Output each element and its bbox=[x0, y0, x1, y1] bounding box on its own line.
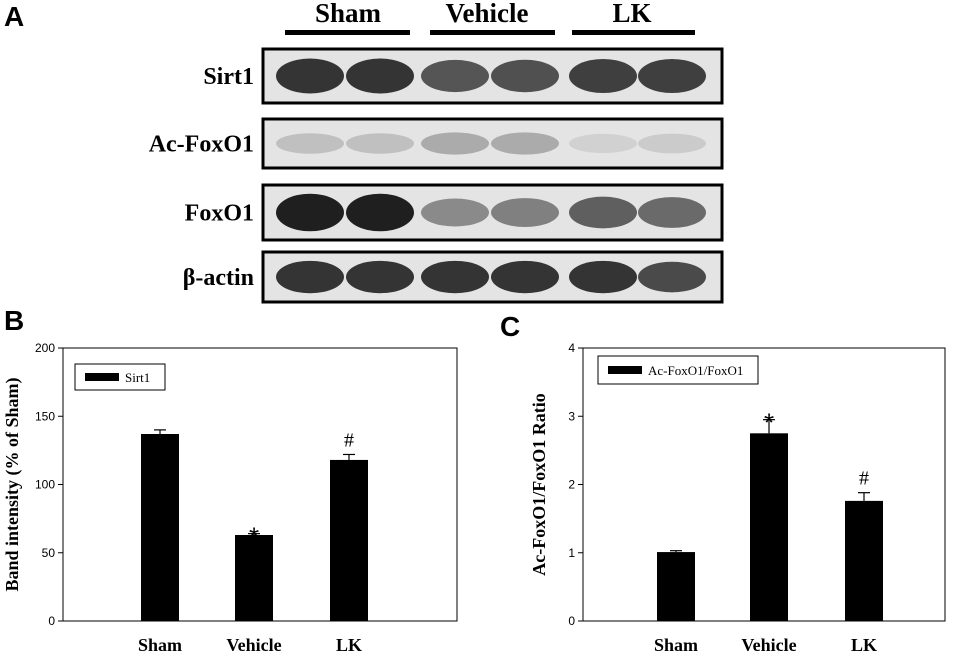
blot-band bbox=[421, 59, 489, 93]
blot-band bbox=[491, 198, 559, 227]
y-tick-label: 1 bbox=[568, 546, 575, 560]
x-category-label: LK bbox=[336, 635, 362, 654]
legend-label: Sirt1 bbox=[125, 370, 150, 385]
panel-letter-a: A bbox=[4, 1, 24, 32]
blot-band bbox=[276, 58, 344, 94]
blot-band bbox=[569, 196, 637, 229]
blot-band bbox=[276, 193, 344, 232]
blot-band bbox=[276, 260, 344, 294]
sirt1-bar-chart: 0 50 100 150 200 Band intensity (% of Sham) Sh… bbox=[2, 341, 458, 654]
blot-band bbox=[421, 260, 489, 294]
blot-band bbox=[569, 133, 637, 154]
bar-lk bbox=[330, 459, 368, 621]
bar-sham bbox=[141, 433, 179, 621]
blot-band bbox=[491, 59, 559, 93]
blot-band bbox=[421, 198, 489, 227]
blot-rows: Sirt1 Ac-FoxO1 FoxO1 β-actin bbox=[149, 47, 724, 304]
blot-band bbox=[346, 58, 414, 94]
y-tick-label: 2 bbox=[568, 478, 575, 492]
blot-row-1: Ac-FoxO1 bbox=[149, 117, 724, 170]
y-tick-label: 200 bbox=[35, 341, 55, 355]
y-tick-label: 150 bbox=[35, 409, 55, 423]
y-tick-label: 0 bbox=[568, 614, 575, 628]
blot-band bbox=[346, 193, 414, 232]
significance-hash: # bbox=[344, 429, 354, 451]
y-tick-label: 50 bbox=[42, 546, 56, 560]
y-tick-label: 0 bbox=[48, 614, 55, 628]
y-axis-title: Band intensity (% of Sham) bbox=[2, 377, 23, 591]
blot-group-label-lk: LK bbox=[612, 0, 651, 28]
blot-band bbox=[346, 260, 414, 294]
blot-group-labels: Sham Vehicle LK bbox=[285, 0, 695, 35]
x-category-label: Sham bbox=[654, 635, 698, 654]
blot-band bbox=[346, 133, 414, 154]
blot-band bbox=[638, 133, 706, 154]
blot-group-underline-sham bbox=[285, 30, 410, 35]
blot-band bbox=[421, 132, 489, 155]
x-category-label: Vehicle bbox=[226, 635, 281, 654]
ac-foxo1-ratio-bar-chart: 0 1 2 3 4 Ac-FoxO1/FoxO1 Ratio Sham Vehicle * LK #… bbox=[529, 341, 946, 654]
blot-band bbox=[638, 261, 706, 293]
blot-band bbox=[569, 58, 637, 94]
western-blot: Sham Vehicle LK Sirt1 Ac-FoxO1 FoxO1 β-actin bbox=[149, 0, 724, 304]
blot-group-label-sham: Sham bbox=[315, 0, 382, 28]
y-tick-label: 4 bbox=[568, 341, 575, 355]
legend-swatch bbox=[608, 366, 642, 374]
blot-band bbox=[276, 133, 344, 154]
blot-band bbox=[638, 58, 706, 94]
blot-row-label: Ac-FoxO1 bbox=[149, 132, 254, 158]
bar-vehicle bbox=[235, 535, 273, 621]
blot-row-label: FoxO1 bbox=[185, 201, 254, 227]
blot-band bbox=[638, 197, 706, 228]
blot-band bbox=[569, 260, 637, 294]
x-category-label: Sham bbox=[138, 635, 182, 654]
legend-label: Ac-FoxO1/FoxO1 bbox=[648, 363, 743, 378]
blot-group-underline-lk bbox=[572, 30, 695, 35]
blot-band bbox=[491, 132, 559, 155]
significance-star: * bbox=[249, 522, 259, 552]
blot-row-label: β-actin bbox=[183, 265, 254, 291]
blot-band bbox=[491, 260, 559, 294]
blot-row-label: Sirt1 bbox=[203, 64, 254, 90]
y-tick-label: 3 bbox=[568, 409, 575, 423]
significance-hash: # bbox=[859, 468, 869, 490]
significance-star: * bbox=[764, 408, 774, 438]
blot-row-3: β-actin bbox=[183, 250, 724, 304]
legend-swatch bbox=[85, 373, 119, 381]
panel-letter-b: B bbox=[4, 305, 24, 336]
x-category-label: LK bbox=[851, 635, 877, 654]
blot-row-2: FoxO1 bbox=[185, 183, 724, 242]
y-tick-label: 100 bbox=[35, 478, 55, 492]
blot-group-label-vehicle: Vehicle bbox=[446, 0, 529, 28]
y-axis-title: Ac-FoxO1/FoxO1 Ratio bbox=[529, 393, 549, 575]
bar-lk bbox=[845, 500, 883, 621]
panel-letter-c: C bbox=[500, 311, 520, 342]
blot-row-0: Sirt1 bbox=[203, 47, 724, 105]
x-category-label: Vehicle bbox=[741, 635, 796, 654]
bar-sham bbox=[657, 552, 695, 621]
bar-vehicle bbox=[750, 433, 788, 621]
blot-group-underline-vehicle bbox=[430, 30, 555, 35]
